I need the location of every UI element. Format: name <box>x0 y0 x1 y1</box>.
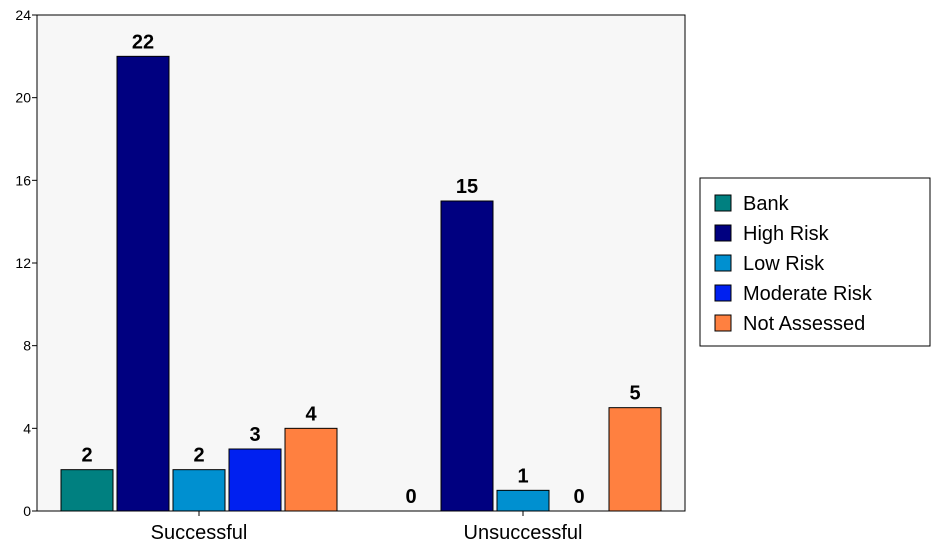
bar-unsuccessful-high-risk <box>440 200 494 512</box>
data-label: 0 <box>573 486 584 508</box>
data-label: 22 <box>132 31 154 53</box>
legend-label: Low Risk <box>743 253 825 275</box>
legend-label: Moderate Risk <box>743 283 873 305</box>
y-tick-label: 20 <box>15 90 31 106</box>
legend-swatch <box>714 284 732 302</box>
bar-successful-low-risk <box>172 469 226 512</box>
x-category-label: Unsuccessful <box>464 522 583 544</box>
y-tick-label: 8 <box>23 338 31 354</box>
data-label: 15 <box>456 176 478 198</box>
data-label: 2 <box>193 445 204 467</box>
data-label: 1 <box>517 465 528 487</box>
bar-unsuccessful-not-assessed <box>608 407 662 512</box>
x-category-label: Successful <box>151 522 248 544</box>
data-label: 0 <box>405 486 416 508</box>
legend-label: High Risk <box>743 223 830 245</box>
data-label: 2 <box>81 445 92 467</box>
legend-label: Bank <box>743 193 790 215</box>
legend-swatch <box>714 224 732 242</box>
bar-successful-not-assessed <box>284 427 338 512</box>
y-tick-label: 4 <box>23 420 31 436</box>
legend-swatch <box>714 194 732 212</box>
y-tick-label: 24 <box>15 7 31 23</box>
bar-successful-high-risk <box>116 55 170 512</box>
legend: Bank High Risk Low Risk Moderate Risk Not As… <box>699 177 931 347</box>
bar-successful-bank <box>60 469 114 512</box>
data-label: 3 <box>249 424 260 446</box>
data-label: 4 <box>305 403 317 425</box>
legend-swatch <box>714 314 732 332</box>
bar-successful-moderate-risk <box>228 448 282 512</box>
legend-box <box>699 177 931 347</box>
y-tick-label: 0 <box>23 503 31 519</box>
data-label: 5 <box>629 383 640 405</box>
bar-unsuccessful-low-risk <box>496 489 550 512</box>
legend-swatch <box>714 254 732 272</box>
legend-label: Not Assessed <box>743 313 865 335</box>
y-tick-label: 16 <box>15 172 31 188</box>
y-tick-label: 12 <box>15 255 31 271</box>
